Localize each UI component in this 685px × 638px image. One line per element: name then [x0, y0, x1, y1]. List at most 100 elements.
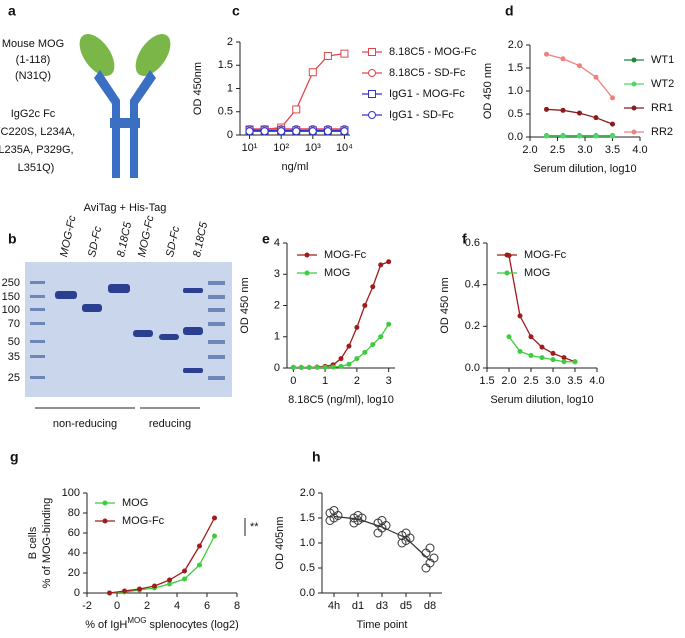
x-tick-label: 0	[114, 600, 120, 612]
x-tick-label: 2	[144, 600, 150, 612]
legend-label: MOG	[122, 497, 148, 509]
marker	[340, 127, 349, 136]
marker	[577, 63, 582, 69]
marker	[561, 355, 567, 361]
point	[401, 528, 411, 538]
marker	[308, 127, 317, 136]
antigen-label: (1-118)	[16, 54, 51, 66]
antigen-label: (N31Q)	[15, 70, 51, 82]
marker	[306, 364, 312, 370]
marker	[610, 121, 615, 127]
ladder-label: 150	[2, 291, 20, 303]
ladder-label: 50	[8, 336, 20, 348]
gel-image	[25, 262, 232, 397]
marker	[277, 127, 286, 136]
y-tick-label: 100	[62, 487, 80, 499]
marker	[102, 500, 108, 506]
marker	[378, 262, 384, 268]
point	[377, 516, 387, 525]
y-tick-label: 2	[227, 36, 233, 48]
legend-label: RR1	[651, 102, 673, 114]
marker	[560, 133, 566, 139]
marker	[378, 334, 384, 340]
marker	[561, 359, 567, 365]
ladder-label: 250	[2, 277, 20, 289]
y-tick-label: 0	[227, 129, 233, 141]
x-tick-label: 3.0	[577, 144, 592, 156]
marker	[368, 90, 376, 98]
lane-label: 8.18C5	[191, 220, 210, 258]
panel-letter: h	[312, 449, 321, 465]
series-line	[249, 52, 345, 131]
x-tick-label: 0	[290, 375, 296, 387]
marker	[304, 270, 310, 276]
marker	[517, 313, 523, 319]
x-tick-label: -2	[82, 600, 92, 612]
point	[329, 506, 339, 515]
y-tick-label: 1.5	[218, 59, 233, 71]
tag-label: AviTag + His-Tag	[84, 202, 167, 214]
marker	[304, 252, 310, 258]
y-tick-label: 0.4	[465, 279, 480, 291]
marker	[292, 127, 301, 136]
marker	[338, 356, 344, 362]
x-tick-label: 2.0	[501, 375, 516, 387]
marker	[212, 533, 217, 539]
x-tick-label: 10⁴	[336, 142, 353, 154]
x-tick-label: 8	[234, 600, 240, 612]
marker	[362, 303, 368, 308]
y-tick-label: 0.2	[465, 320, 480, 332]
ladder-label: 100	[2, 304, 20, 316]
x-tick-label: 2.0	[522, 144, 537, 156]
marker	[167, 577, 172, 583]
y-tick-label: 3	[274, 268, 280, 280]
legend-label: WT2	[651, 78, 674, 90]
marker	[550, 357, 556, 363]
marker	[368, 48, 376, 56]
point	[373, 528, 383, 538]
marker	[370, 342, 376, 348]
x-axis-label: Serum dilution, log10	[533, 163, 636, 175]
y-tick-label: 2.0	[508, 39, 523, 51]
marker	[528, 353, 534, 358]
marker	[354, 356, 360, 362]
x-tick-label: d1	[352, 600, 364, 612]
point	[425, 543, 435, 553]
y-tick-label: 1.0	[300, 537, 315, 549]
panel-letter: g	[10, 449, 19, 465]
marker	[506, 334, 512, 340]
marker	[260, 127, 269, 136]
series-line	[109, 535, 216, 594]
y-tick-label: 0.0	[508, 131, 523, 143]
marker	[539, 355, 545, 361]
ladder-label: 25	[8, 372, 20, 384]
marker	[504, 252, 510, 258]
marker	[212, 515, 217, 521]
marker	[593, 115, 599, 121]
x-tick-label: 3.0	[545, 375, 560, 387]
y-tick-label: 0.0	[300, 587, 315, 599]
ladder-label: 35	[8, 351, 20, 363]
x-tick-label: 4.0	[589, 375, 604, 387]
y-tick-label: 40	[68, 547, 80, 559]
y-tick-label: 1	[274, 331, 280, 343]
y-tick-label: 2	[274, 299, 280, 311]
x-tick-label: 3.5	[605, 144, 620, 156]
y-tick-label: 0.0	[465, 362, 480, 374]
marker	[539, 344, 545, 350]
y-tick-label: 4	[274, 237, 280, 249]
marker	[560, 107, 566, 113]
marker	[314, 364, 320, 370]
x-tick-label: d5	[400, 600, 412, 612]
legend-label: IgG1 - SD-Fc	[389, 109, 454, 121]
y-tick-label: 0.5	[218, 106, 233, 118]
marker	[346, 343, 352, 349]
legend-label: MOG-Fc	[324, 249, 367, 261]
y-axis-label: OD 450nm	[192, 62, 204, 115]
marker	[517, 348, 523, 354]
y-tick-label: 2.0	[300, 487, 315, 499]
y-tick-label: 1.5	[300, 512, 315, 524]
x-tick-label: 4.0	[632, 144, 647, 156]
marker	[292, 105, 301, 114]
